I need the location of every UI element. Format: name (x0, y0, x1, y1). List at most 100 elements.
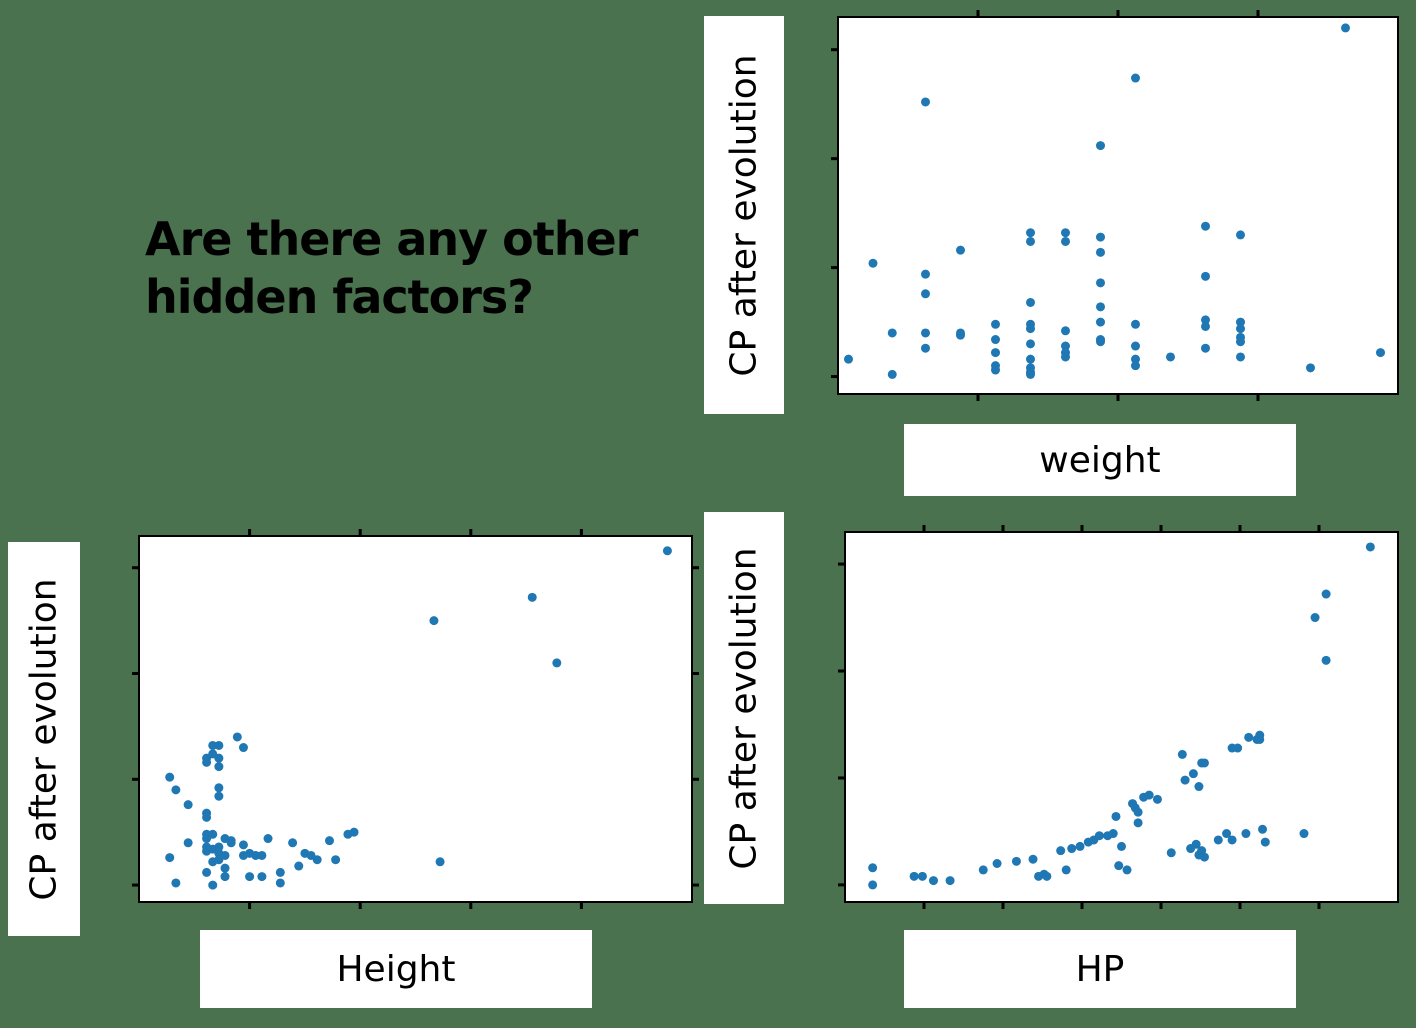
height-point (165, 772, 175, 782)
hp-point (1117, 841, 1126, 851)
weight-point (1201, 271, 1210, 281)
height-point (275, 867, 285, 877)
hp-point (1233, 743, 1243, 753)
hp-point (992, 859, 1002, 869)
height-point (238, 840, 248, 850)
hp-point (1042, 871, 1052, 881)
weight-point (921, 97, 930, 107)
weight-point (887, 369, 897, 379)
weight-point (1201, 343, 1210, 353)
weight-chart-xlabel: weight (1039, 439, 1161, 481)
height-point (202, 757, 212, 767)
hp-point (1061, 865, 1071, 875)
hp-point (978, 865, 988, 875)
weight-point (868, 258, 878, 268)
height-point (238, 743, 248, 753)
hp-chart-xlabel-box: HP (904, 930, 1296, 1008)
hp-point (1166, 848, 1176, 858)
hp-point (1258, 824, 1268, 834)
height-chart (132, 529, 699, 909)
height-point (208, 829, 218, 839)
hp-point (1177, 749, 1187, 759)
weight-point (1236, 317, 1245, 327)
weight-point (991, 335, 1000, 345)
hp-point (1299, 829, 1309, 839)
height-point (171, 785, 181, 795)
height-point (349, 827, 359, 837)
height-point (214, 753, 224, 763)
hp-point (1194, 782, 1204, 792)
hp-point (868, 863, 878, 873)
hp-chart (838, 525, 1399, 909)
page-heading: Are there any other hidden factors? (145, 212, 638, 324)
height-point (183, 838, 193, 848)
weight-point (1096, 337, 1105, 347)
hp-point (1199, 758, 1209, 768)
hp-point (1241, 829, 1251, 839)
weight-point (1096, 247, 1105, 257)
weight-point (1236, 324, 1245, 334)
hp-point (1321, 655, 1331, 665)
hp-plot-frame (844, 531, 1399, 903)
weight-point (1306, 363, 1315, 373)
hp-point (917, 871, 927, 881)
hp-point (1227, 835, 1237, 845)
weight-point (1026, 324, 1035, 334)
height-point (214, 783, 224, 793)
weight-chart-xlabel-box: weight (904, 424, 1296, 496)
weight-point (1026, 369, 1035, 379)
height-point (165, 853, 175, 863)
hp-point (1094, 831, 1104, 841)
weight-point (1201, 315, 1210, 325)
weight-chart-ylabel-box: CP after evolution (704, 16, 784, 414)
height-point (171, 878, 181, 888)
hp-point (1180, 775, 1190, 785)
height-chart-ylabel-box: CP after evolution (8, 542, 80, 936)
height-point (214, 842, 224, 852)
height-point (220, 872, 230, 882)
weight-point (1131, 361, 1140, 371)
weight-point (921, 328, 930, 338)
hp-point (1122, 865, 1132, 875)
hp-point (1188, 769, 1198, 779)
weight-point (1201, 321, 1210, 331)
height-point (220, 850, 230, 860)
weight-point (991, 348, 1000, 358)
hp-chart-xlabel: HP (1075, 948, 1125, 990)
height-point (208, 880, 218, 890)
weight-point (1061, 236, 1070, 246)
weight-point (1061, 352, 1070, 362)
height-point (527, 592, 537, 602)
height-point (435, 857, 445, 867)
height-point (288, 838, 298, 848)
hp-point (1310, 613, 1320, 623)
weight-point (1096, 317, 1105, 327)
weight-point (1026, 297, 1035, 307)
hp-point (1011, 856, 1021, 866)
weight-point (1026, 236, 1035, 246)
weight-point (1061, 341, 1070, 351)
hp-point (1067, 844, 1077, 854)
hp-point (945, 876, 955, 886)
hp-point (1108, 829, 1118, 839)
hp-point (1255, 734, 1265, 744)
hp-point (1114, 861, 1124, 871)
weight-point (887, 328, 897, 338)
height-point (257, 872, 267, 882)
weight-point (1096, 302, 1105, 312)
hp-point (1199, 852, 1209, 862)
height-chart-xlabel-box: Height (200, 930, 592, 1008)
weight-point (1096, 278, 1105, 288)
height-point (245, 872, 255, 882)
hp-point (1260, 837, 1270, 847)
weight-point (1376, 348, 1385, 358)
hp-point (1111, 811, 1121, 821)
hp-point (1028, 854, 1038, 864)
height-point (294, 861, 304, 871)
height-point (202, 812, 212, 822)
weight-plot-frame (837, 16, 1399, 395)
height-point (324, 836, 334, 846)
weight-point (1096, 141, 1105, 151)
hp-point (1075, 841, 1085, 851)
